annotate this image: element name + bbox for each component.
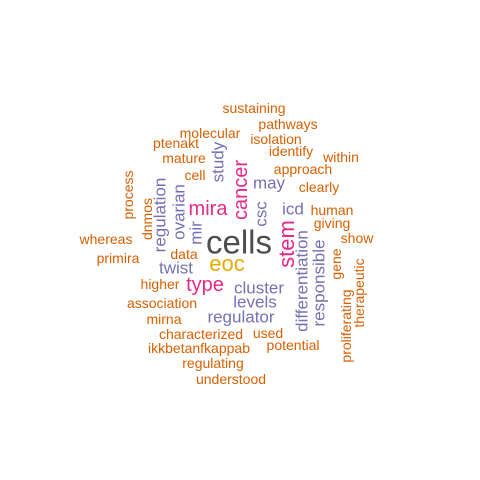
word-higher: higher: [140, 276, 180, 292]
word-study: study: [208, 141, 228, 183]
word-whereas: whereas: [79, 231, 133, 247]
word-pathways: pathways: [258, 116, 318, 132]
word-cell: cell: [184, 167, 206, 183]
word-eoc: eoc: [209, 251, 245, 276]
word-human: human: [310, 202, 354, 218]
word-clearly: clearly: [298, 179, 340, 195]
word-show: show: [340, 230, 374, 246]
word-approach: approach: [273, 161, 333, 177]
word-differentiation: differentiation: [292, 230, 312, 332]
word-csc: csc: [251, 201, 271, 227]
word-potential: potential: [266, 337, 320, 353]
word-within: within: [323, 149, 359, 165]
word-cells: cells: [205, 223, 273, 261]
word-mirna: mirna: [146, 311, 182, 327]
word-ikkbetanfkappab: ikkbetanfkappab: [148, 340, 250, 356]
word-data: data: [170, 246, 198, 262]
word-may: may: [252, 173, 286, 193]
word-regulator: regulator: [207, 307, 275, 327]
word-proliferating: proliferating: [338, 289, 354, 363]
word-sustaining: sustaining: [222, 100, 286, 116]
word-mature: mature: [162, 150, 206, 166]
word-process: process: [120, 170, 136, 220]
word-therapeutic: therapeutic: [351, 258, 367, 328]
word-association: association: [126, 295, 198, 311]
word-mira: mira: [188, 198, 228, 220]
word-isolation: isolation: [250, 131, 302, 147]
word-icd: icd: [282, 199, 304, 219]
word-twist: twist: [159, 258, 193, 278]
word-dnmos: dnmos: [139, 197, 155, 241]
word-characterized: characterized: [158, 326, 244, 342]
word-ovarian: ovarian: [169, 184, 189, 240]
word-giving: giving: [313, 215, 351, 231]
word-identify: identify: [268, 143, 314, 159]
word-regulating: regulating: [182, 355, 244, 371]
word-used: used: [252, 325, 284, 341]
word-ptenakt: ptenakt: [153, 135, 199, 151]
word-primira: primira: [96, 250, 140, 266]
word-cancer: cancer: [230, 159, 252, 221]
word-molecular: molecular: [179, 125, 241, 141]
word-levels: levels: [233, 292, 277, 312]
word-responsible: responsible: [309, 239, 329, 327]
word-understood: understood: [195, 371, 267, 387]
word-cluster: cluster: [233, 278, 285, 298]
word-type: type: [186, 274, 224, 296]
word-gene: gene: [328, 248, 344, 280]
word-mir: mir: [186, 221, 206, 245]
